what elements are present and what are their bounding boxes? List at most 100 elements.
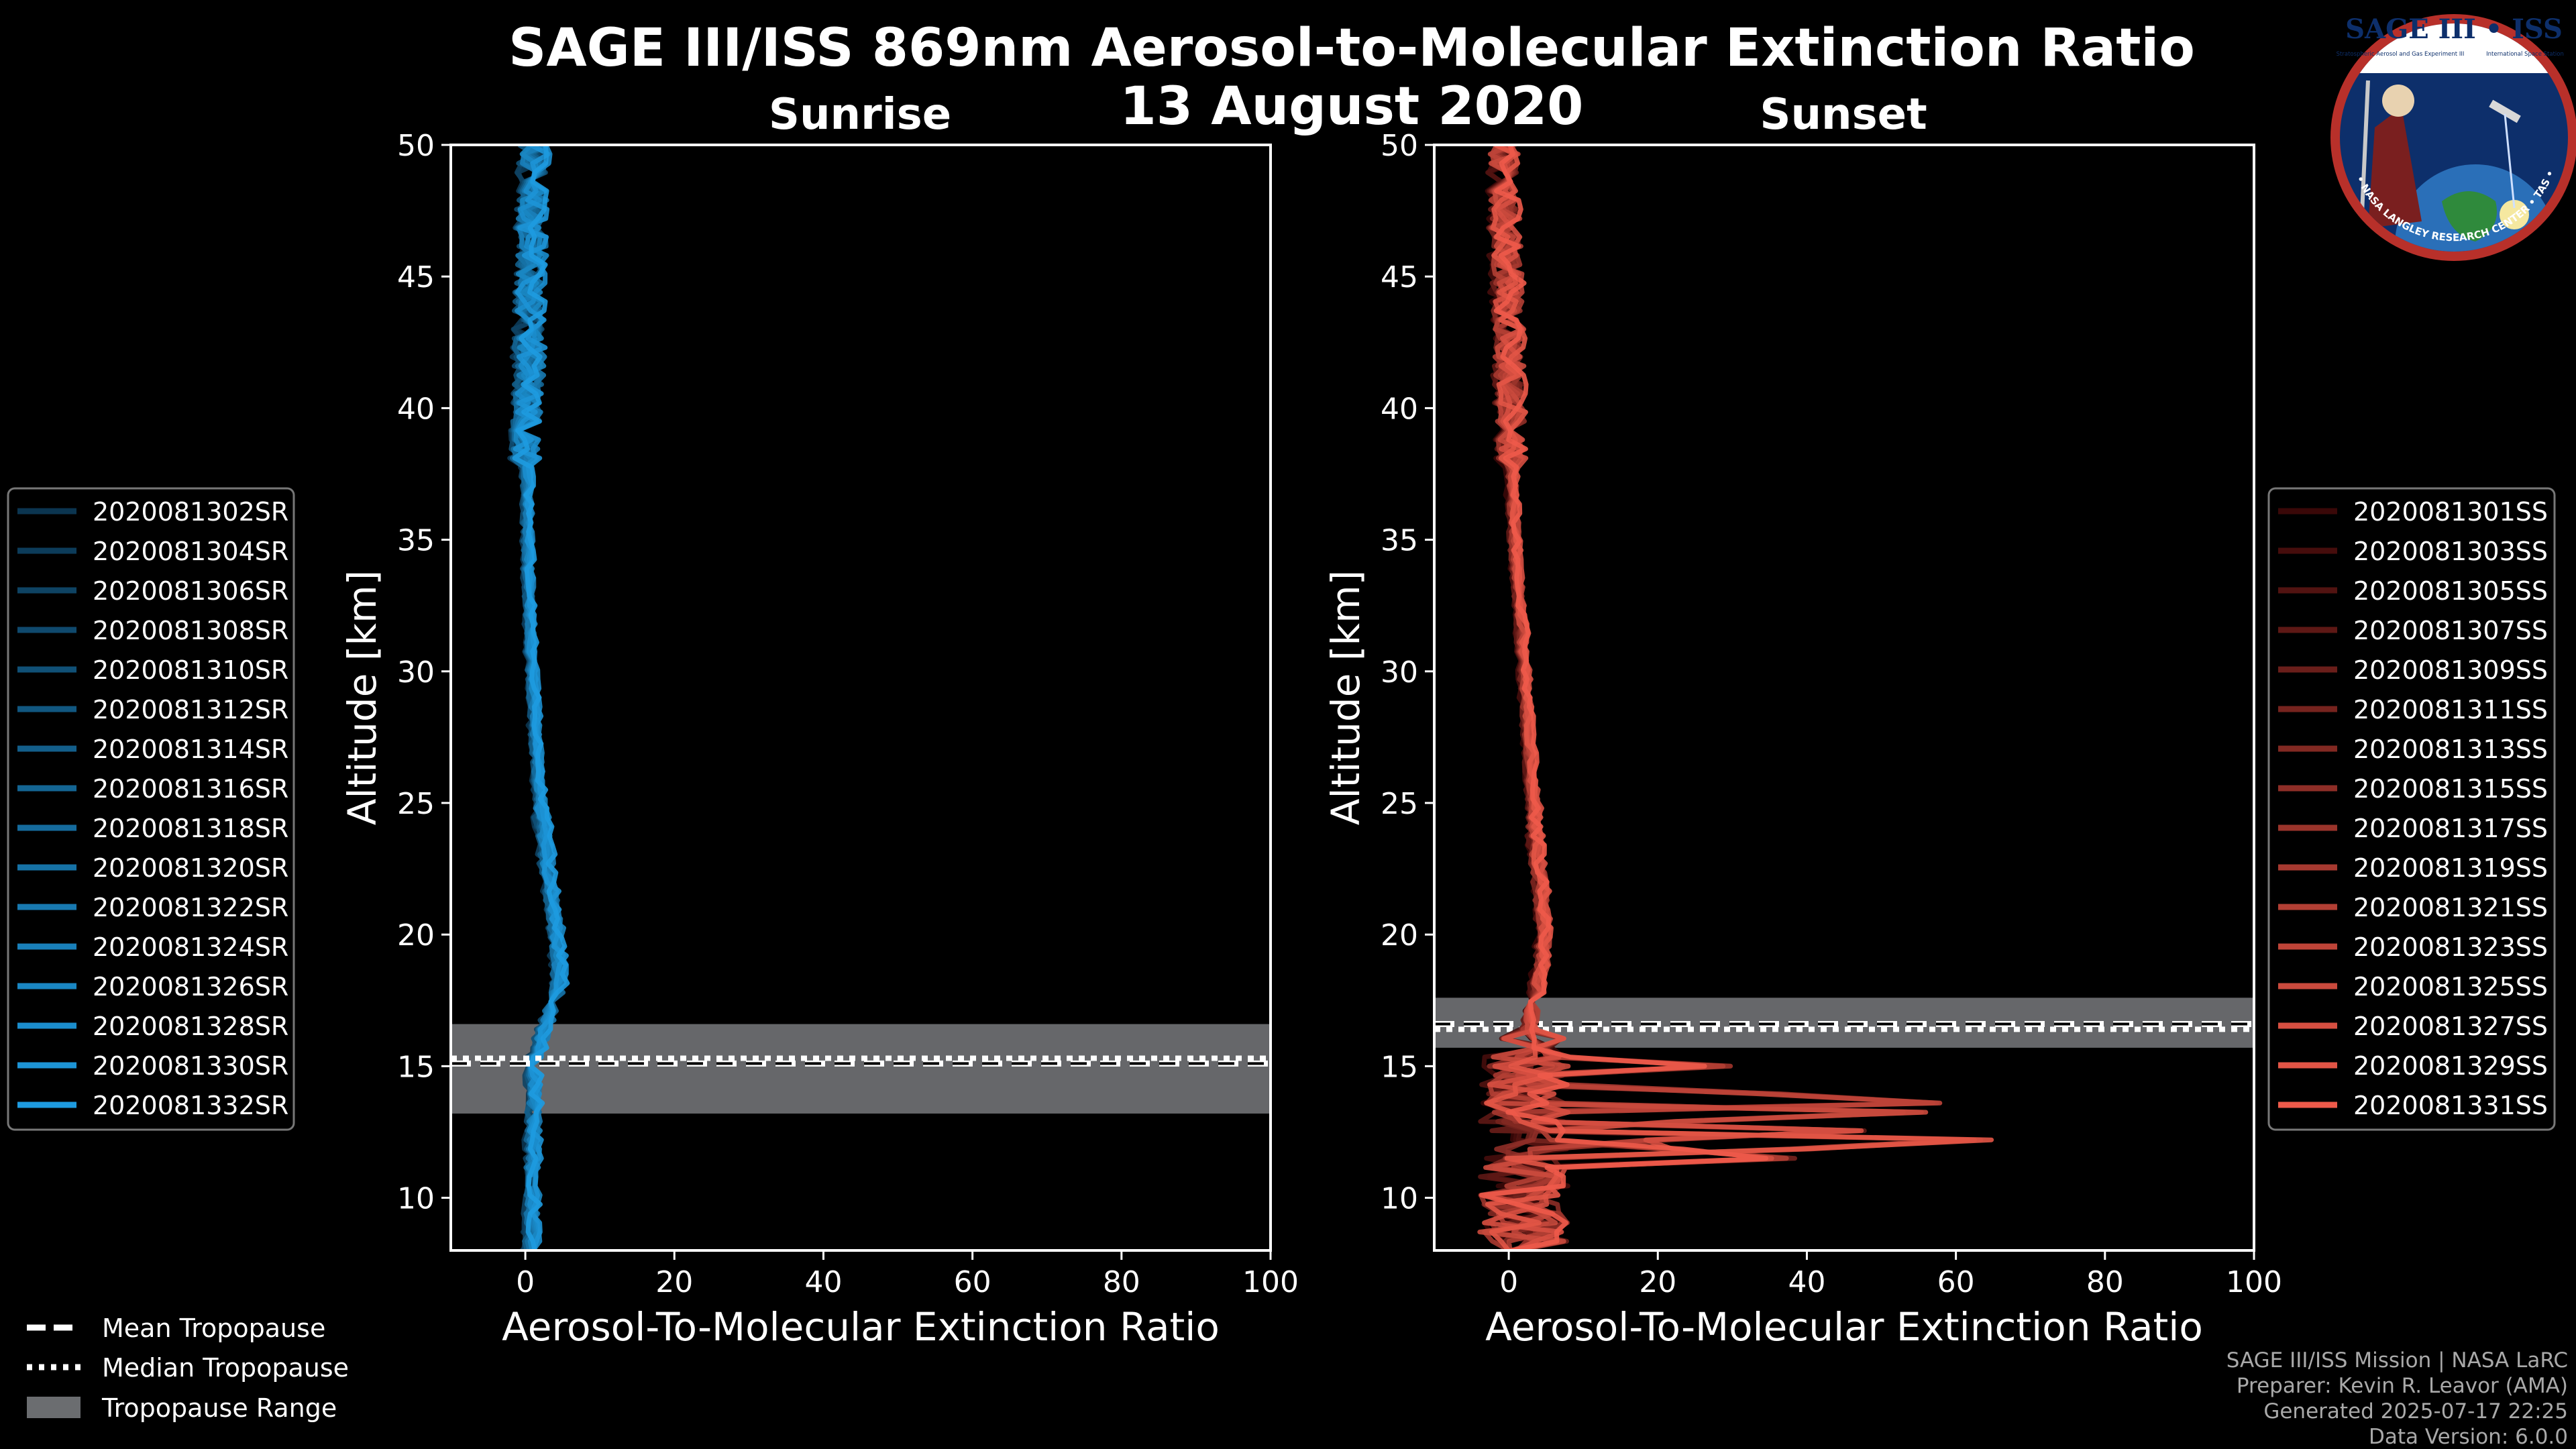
legend-label: 2020081307SS: [2353, 616, 2548, 645]
legend-label: 2020081321SS: [2353, 893, 2548, 922]
y-tick-label: 15: [1381, 1050, 1418, 1084]
landmass-icon: [2442, 191, 2497, 241]
y-tick-label: 10: [1381, 1182, 1418, 1216]
x-tick-label: 100: [1242, 1265, 1299, 1299]
legend-label: 2020081311SS: [2353, 695, 2548, 724]
legend-label: 2020081318SR: [93, 814, 288, 843]
x-tick-label: 20: [655, 1265, 693, 1299]
figure-date: 13 August 2020: [1120, 76, 1584, 137]
logo-banner-text: SAGE III • ISS: [2345, 13, 2563, 45]
sunrise-legend-frame: [7, 487, 295, 1131]
y-tick-label: 35: [1381, 524, 1418, 558]
legend-label: 2020081305SS: [2353, 576, 2548, 606]
y-tick-label: 40: [397, 392, 435, 426]
x-tick-label: 60: [954, 1265, 991, 1299]
y-tick-label: 25: [397, 787, 435, 821]
tropopause-legend: Mean Tropopause Median Tropopause Tropop…: [27, 1313, 349, 1423]
sunset-panel: Sunset 0 20 40 60 80 100 10 15 20 25 30 35 40 45 50 A…: [1323, 90, 2282, 1350]
legend-label: 2020081332SR: [93, 1091, 288, 1120]
y-tick-label: 45: [397, 260, 435, 294]
credits: SAGE III/ISS Mission | NASA LaRC Prepare…: [2226, 1348, 2568, 1449]
sunset-x-ticks: 0 20 40 60 80 100: [1499, 1250, 2282, 1299]
tropopause-range-legend-swatch: [27, 1397, 80, 1418]
y-tick-label: 45: [1381, 260, 1418, 294]
y-tick-label: 40: [1381, 392, 1418, 426]
sunrise-series-group: [507, 145, 570, 1250]
legend-label: 2020081301SS: [2353, 497, 2548, 527]
legend-label: 2020081329SS: [2353, 1051, 2548, 1081]
x-tick-label: 20: [1639, 1265, 1676, 1299]
sunset-series-group: [1477, 145, 1994, 1250]
sunrise-y-ticks: 10 15 20 25 30 35 40 45 50: [397, 129, 451, 1216]
credit-line-3: Generated 2025-07-17 22:25: [2263, 1399, 2568, 1424]
legend-label: 2020081313SS: [2353, 735, 2548, 764]
x-tick-label: 80: [2086, 1265, 2124, 1299]
sunrise-title: Sunrise: [769, 90, 951, 140]
legend-label: 2020081306SR: [93, 576, 288, 606]
sunrise-series-line: [512, 145, 570, 1250]
legend-label: 2020081326SR: [93, 972, 288, 1002]
y-tick-label: 50: [1381, 129, 1418, 163]
sunrise-tropopause-range-band: [451, 1024, 1271, 1114]
credit-line-4: Data Version: 6.0.0: [2369, 1425, 2568, 1449]
median-tropopause-legend-label: Median Tropopause: [102, 1353, 349, 1383]
logo-text-left: Stratospheric Aerosol and Gas Experiment…: [2337, 51, 2465, 58]
y-tick-label: 35: [397, 524, 435, 558]
x-tick-label: 40: [804, 1265, 842, 1299]
sunset-y-axis-label: Altitude [km]: [1323, 570, 1368, 825]
x-tick-label: 60: [1937, 1265, 1975, 1299]
sunset-series-line: [1479, 145, 1769, 1250]
legend-label: 2020081308SR: [93, 616, 288, 645]
earth-icon: [2395, 164, 2556, 252]
credit-line-1: SAGE III/ISS Mission | NASA LaRC: [2226, 1348, 2568, 1373]
legend-label: 2020081325SS: [2353, 972, 2548, 1002]
iss-icon: [2489, 99, 2521, 123]
legend-label: 2020081309SS: [2353, 655, 2548, 685]
x-tick-label: 0: [516, 1265, 535, 1299]
sun-icon: [2500, 200, 2529, 229]
legend-label: 2020081319SS: [2353, 853, 2548, 883]
sunrise-panel: Sunrise 0 20 40 60 80 100 101520253035404550 …: [339, 90, 1299, 1350]
sunset-legend: 2020081301SS 2020081303SS 2020081305SS 2020…: [2267, 487, 2556, 1131]
x-tick-label: 0: [1499, 1265, 1518, 1299]
x-tick-label: 100: [2226, 1265, 2282, 1299]
legend-label: 2020081331SS: [2353, 1091, 2548, 1120]
sunset-legend-frame: [2267, 487, 2556, 1131]
x-tick-label: 80: [1103, 1265, 1140, 1299]
legend-label: 2020081314SR: [93, 735, 288, 764]
figure-head-icon: [2382, 85, 2414, 117]
y-tick-label: 30: [1381, 655, 1418, 690]
x-tick-label: 40: [1788, 1265, 1825, 1299]
legend-label: 2020081317SS: [2353, 814, 2548, 843]
staff-icon: [2359, 80, 2370, 229]
legend-label: 2020081323SS: [2353, 932, 2548, 962]
legend-label: 2020081327SS: [2353, 1012, 2548, 1041]
legend-label: 2020081322SR: [93, 893, 288, 922]
sunrise-x-ticks: 0 20 40 60 80 100: [516, 1250, 1299, 1299]
y-tick-label: 10: [397, 1182, 435, 1216]
figure-robe-icon: [2368, 107, 2422, 228]
sunset-y-ticks: 10 15 20 25 30 35 40 45 50: [1381, 129, 1434, 1216]
sunrise-legend: 2020081302SR 2020081304SR 2020081306SR 2020…: [7, 487, 295, 1131]
credit-line-2: Preparer: Kevin R. Leavor (AMA): [2237, 1374, 2568, 1398]
y-tick-label: 15: [397, 1050, 435, 1084]
legend-label: 2020081328SR: [93, 1012, 288, 1041]
legend-label: 2020081302SR: [93, 497, 288, 527]
legend-label: 2020081315SS: [2353, 774, 2548, 804]
legend-label: 2020081304SR: [93, 537, 288, 566]
y-tick-label: 20: [1381, 918, 1418, 953]
legend-label: 2020081303SS: [2353, 537, 2548, 566]
legend-label: 2020081324SR: [93, 932, 288, 962]
sunrise-y-axis-label: Altitude [km]: [339, 570, 385, 825]
sunset-plot-background: [1434, 145, 2254, 1250]
y-tick-label: 20: [397, 918, 435, 953]
y-tick-label: 25: [1381, 787, 1418, 821]
y-tick-label: 50: [397, 129, 435, 163]
mean-tropopause-legend-label: Mean Tropopause: [102, 1313, 325, 1343]
sunset-title: Sunset: [1760, 90, 1927, 140]
sunrise-axes-frame: [449, 144, 1272, 1252]
legend-label: 2020081320SR: [93, 853, 288, 883]
y-tick-label: 30: [397, 655, 435, 690]
legend-label: 2020081312SR: [93, 695, 288, 724]
